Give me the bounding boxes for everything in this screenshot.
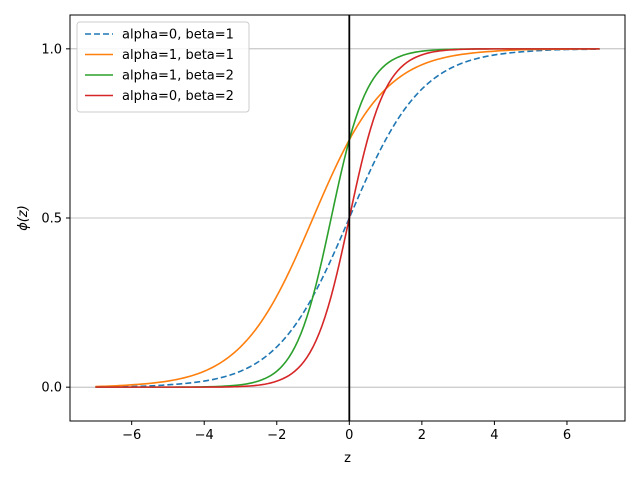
y-axis-label: ϕ(z)	[16, 205, 31, 231]
legend-box	[76, 21, 250, 113]
x-tick-label: 2	[418, 428, 426, 443]
y-tick-label: 0.5	[41, 212, 62, 227]
x-tick-label: 6	[563, 428, 571, 443]
y-tick-label: 0.0	[41, 381, 62, 396]
legend-label: alpha=0, beta=1	[122, 28, 234, 43]
legend: alpha=0, beta=1 alpha=1, beta=1 alpha=1, b…	[76, 21, 250, 113]
legend-label: alpha=1, beta=2	[122, 69, 234, 84]
x-tick-label: 4	[490, 428, 498, 443]
series-line	[95, 48, 600, 388]
x-tick-label: −6	[122, 428, 141, 443]
tick-layer: −6 −4 −2 0 2 4 6 0.0 0.5 1.0	[41, 42, 571, 443]
legend-label: alpha=1, beta=1	[122, 48, 234, 63]
x-tick-label: 0	[345, 428, 353, 443]
y-tick-label: 1.0	[41, 42, 62, 57]
x-tick-label: −2	[267, 428, 286, 443]
legend-label: alpha=0, beta=2	[122, 89, 234, 104]
x-tick-label: −4	[195, 428, 214, 443]
x-axis-label: z	[344, 451, 351, 466]
